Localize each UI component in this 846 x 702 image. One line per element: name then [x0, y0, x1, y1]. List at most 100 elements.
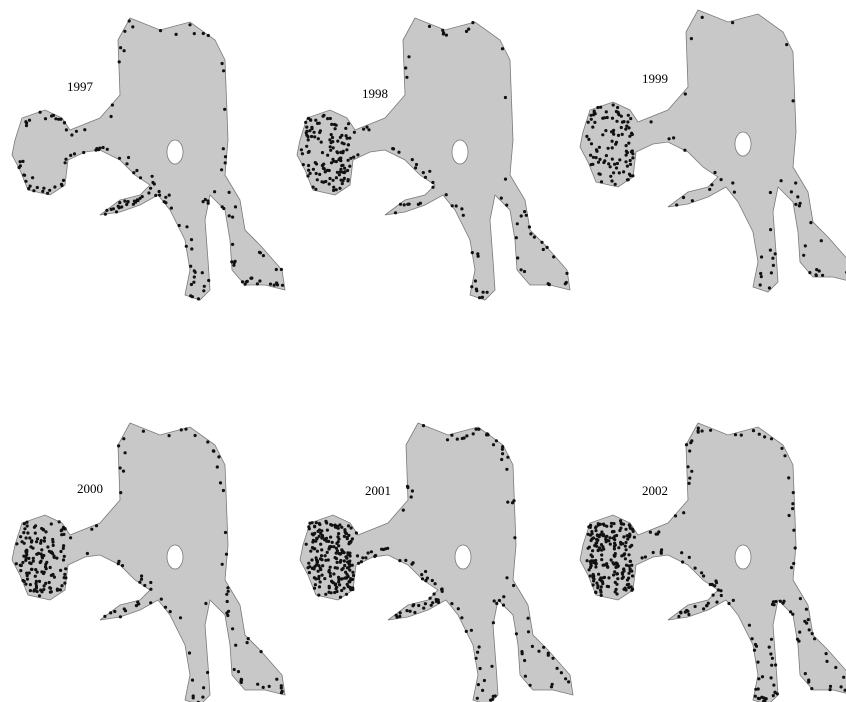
dot — [337, 173, 341, 177]
dot — [118, 615, 122, 619]
dot — [138, 196, 142, 200]
dot — [326, 117, 330, 121]
dot — [212, 449, 216, 453]
dot — [22, 554, 26, 558]
dot — [589, 163, 593, 167]
dot — [455, 437, 459, 441]
dot — [42, 539, 47, 543]
dot — [807, 680, 811, 684]
dot — [441, 28, 445, 32]
dot — [222, 206, 226, 211]
dot — [336, 139, 340, 143]
dot — [546, 282, 550, 286]
dot — [610, 116, 615, 120]
dot — [310, 125, 314, 129]
dot — [690, 439, 694, 443]
dot — [769, 676, 773, 680]
dot — [594, 590, 598, 594]
dot — [503, 177, 508, 181]
dot — [625, 124, 629, 128]
dot — [39, 539, 43, 543]
observation-dots — [17, 19, 285, 301]
dot — [471, 432, 475, 436]
dot — [307, 571, 311, 575]
dot — [149, 580, 153, 585]
observation-dots — [304, 424, 571, 702]
dot — [686, 465, 690, 469]
dot — [342, 176, 346, 180]
dot — [62, 544, 66, 548]
dot — [221, 147, 225, 151]
dot — [627, 564, 631, 568]
dot — [601, 533, 606, 537]
dot — [497, 598, 502, 603]
dot — [593, 112, 597, 116]
year-label: 2000 — [77, 481, 103, 496]
dot — [503, 95, 507, 100]
dot — [347, 580, 351, 584]
dot — [60, 533, 64, 537]
dot — [150, 174, 154, 178]
dot — [340, 525, 344, 529]
dot — [200, 271, 204, 275]
dot — [460, 616, 464, 620]
dot — [627, 141, 631, 145]
dot — [474, 656, 478, 660]
dot — [491, 697, 495, 701]
dot — [64, 157, 68, 161]
dot — [22, 579, 26, 583]
dot — [628, 162, 633, 166]
dot — [151, 180, 155, 185]
dot — [348, 164, 352, 168]
dot — [708, 187, 712, 191]
dot — [606, 146, 610, 150]
dot — [232, 667, 236, 672]
dot — [700, 15, 704, 19]
dot — [348, 586, 353, 590]
dot — [476, 683, 480, 687]
dot — [42, 186, 46, 190]
dot — [344, 570, 348, 574]
dot — [312, 130, 316, 134]
dot — [53, 185, 57, 189]
dot — [615, 592, 619, 596]
dot — [340, 588, 344, 593]
dot — [469, 628, 473, 632]
dot — [178, 616, 183, 620]
dot — [551, 656, 555, 660]
dot — [338, 135, 342, 139]
dot — [314, 577, 318, 581]
dot — [227, 214, 231, 218]
dot — [590, 532, 594, 536]
dot — [131, 202, 135, 206]
dot — [329, 133, 333, 137]
dot — [51, 551, 55, 556]
dot — [225, 599, 229, 604]
dot — [258, 279, 262, 283]
lake-shape — [579, 422, 846, 702]
dot — [74, 129, 78, 133]
dot — [329, 535, 333, 539]
dot — [61, 546, 65, 550]
dot — [719, 593, 723, 598]
dot — [615, 565, 619, 569]
dot — [334, 176, 338, 180]
dot — [623, 544, 627, 548]
dot — [316, 569, 320, 573]
dot — [42, 584, 46, 588]
dot — [609, 558, 613, 562]
dot — [421, 171, 425, 175]
dot — [323, 554, 327, 558]
dot — [314, 556, 318, 560]
dot — [677, 614, 681, 619]
dot — [109, 611, 113, 615]
dot — [630, 574, 635, 578]
dot — [601, 576, 606, 580]
dot — [321, 114, 325, 118]
dot — [337, 532, 341, 536]
dot — [778, 599, 782, 603]
dot — [63, 581, 67, 585]
dot — [319, 140, 323, 144]
dot — [431, 601, 435, 605]
